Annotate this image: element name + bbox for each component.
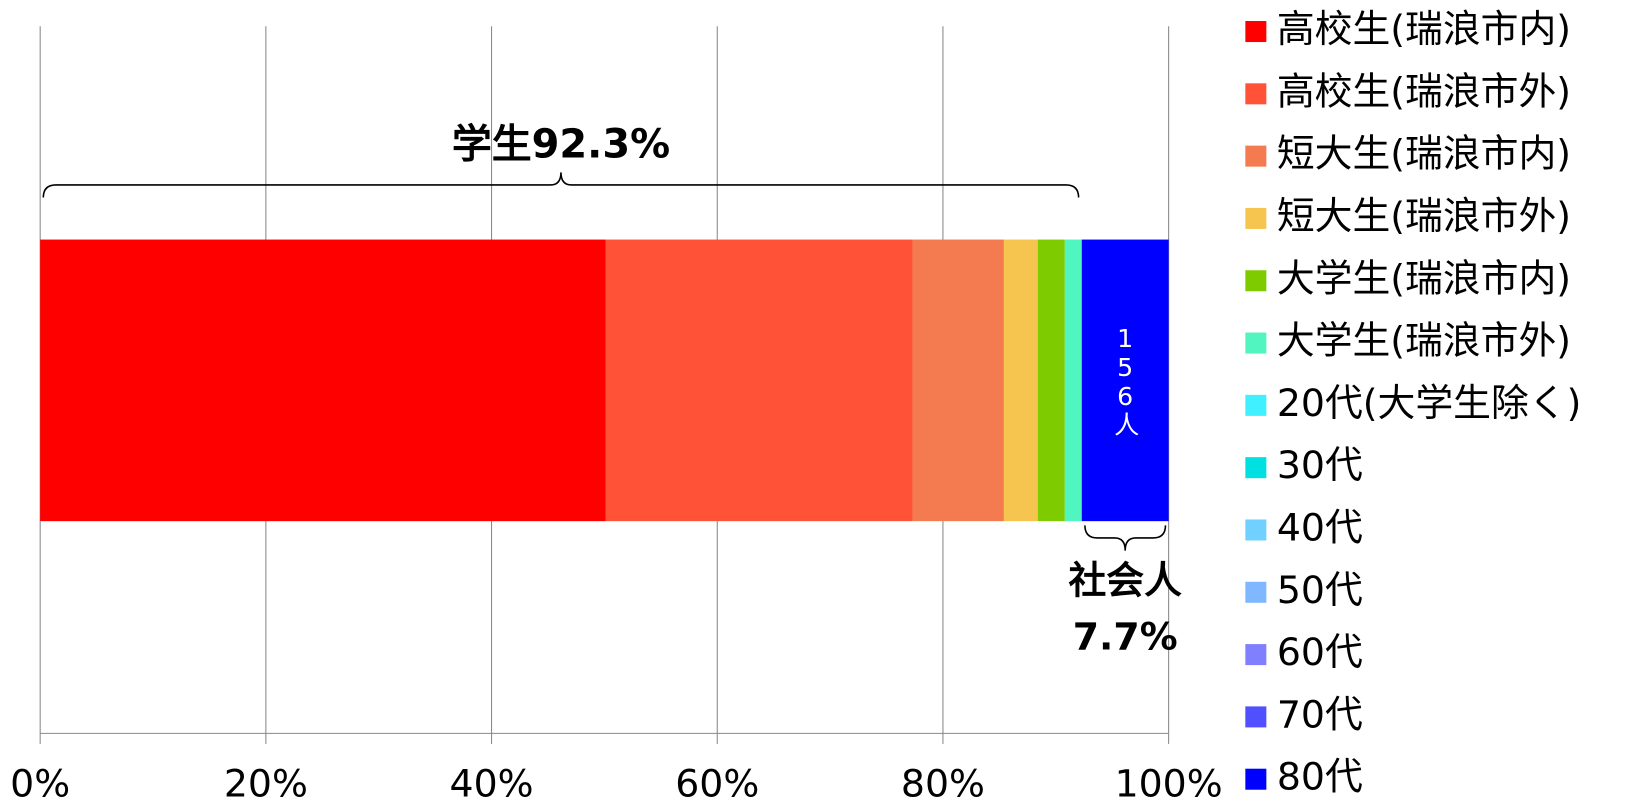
students-brace <box>42 172 1080 198</box>
students-label: 学生92.3% <box>452 122 670 168</box>
legend-label: 短大生(瑞浪市外) <box>1277 194 1571 238</box>
legend-swatch <box>1245 394 1267 416</box>
legend-label: 40代 <box>1277 505 1363 549</box>
legend-swatch <box>1245 581 1267 603</box>
x-tick-label: 100% <box>1115 761 1223 805</box>
bar-segment <box>1003 239 1038 522</box>
legend-label: 高校生(瑞浪市内) <box>1277 7 1571 51</box>
legend-label: 20代(大学生除く) <box>1277 381 1582 425</box>
workers-label: 7.7% <box>1073 614 1178 658</box>
legend-label: 高校生(瑞浪市外) <box>1277 69 1571 113</box>
bar-segment <box>40 239 606 522</box>
legend-label: 30代 <box>1277 443 1363 487</box>
x-tick-label: 80% <box>901 761 985 805</box>
legend-label: 70代 <box>1277 692 1363 736</box>
bar-segment <box>1081 239 1169 522</box>
legend-swatch <box>1245 519 1267 541</box>
legend-swatch <box>1245 270 1267 292</box>
legend-swatch <box>1245 207 1267 229</box>
bar-segment <box>1037 239 1065 522</box>
legend-label: 大学生(瑞浪市外) <box>1277 319 1571 363</box>
bar-segment <box>1064 239 1082 522</box>
x-tick-label: 60% <box>675 761 759 805</box>
legend-swatch <box>1245 83 1267 105</box>
bar-segment <box>912 239 1004 522</box>
workers-label: 社会人 <box>1068 559 1182 603</box>
legend-swatch <box>1245 145 1267 167</box>
legend-label: 大学生(瑞浪市内) <box>1277 256 1571 300</box>
segment-label: 156人 <box>1111 324 1140 436</box>
legend-label: 60代 <box>1277 630 1363 674</box>
workers-brace <box>1084 525 1167 551</box>
legend-swatch <box>1245 706 1267 728</box>
legend-swatch <box>1245 768 1267 790</box>
x-tick-label: 0% <box>10 761 70 805</box>
legend-label: 80代 <box>1277 755 1363 799</box>
legend-swatch <box>1245 644 1267 666</box>
legend-label: 50代 <box>1277 568 1363 612</box>
x-tick-label: 20% <box>224 761 308 805</box>
legend-swatch <box>1245 332 1267 354</box>
x-tick-label: 40% <box>450 761 534 805</box>
bar-segment <box>605 239 913 522</box>
legend-label: 短大生(瑞浪市内) <box>1277 132 1571 176</box>
legend-swatch <box>1245 21 1267 43</box>
legend-swatch <box>1245 457 1267 479</box>
